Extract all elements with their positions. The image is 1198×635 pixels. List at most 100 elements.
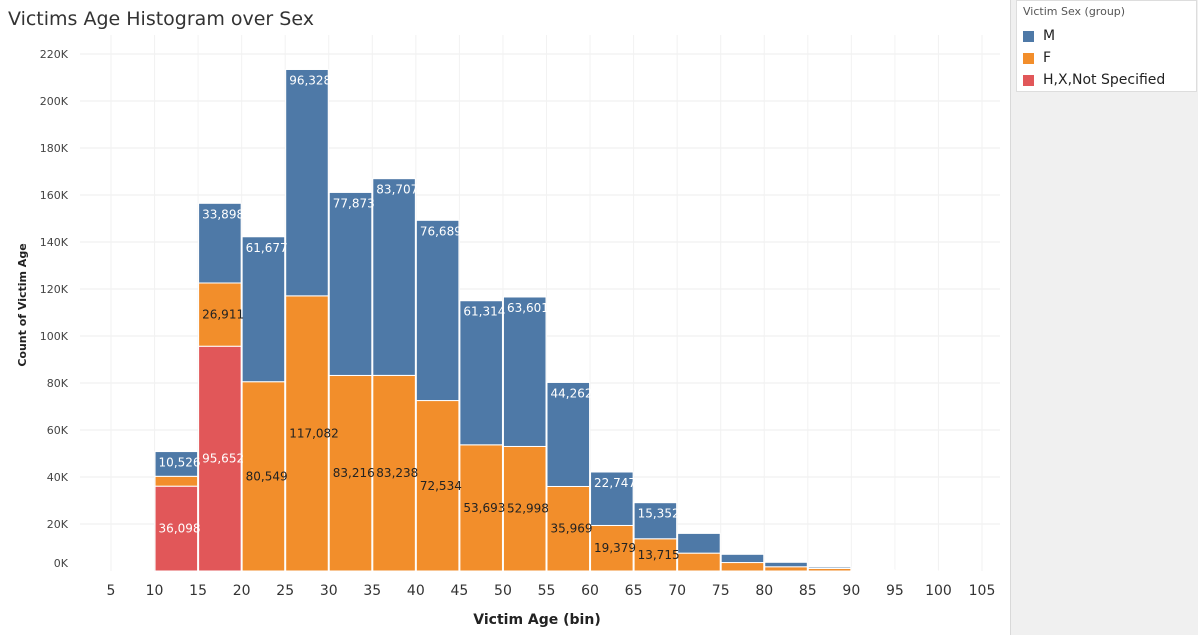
y-tick-label: 80K [47,377,69,390]
bar-segment [764,561,808,568]
x-tick-label: 65 [625,583,643,599]
data-label: 10,526 [159,456,201,470]
bar-segment [502,445,547,572]
data-label: 117,082 [289,426,339,440]
bar-segment [677,532,721,554]
legend-item-not-specified[interactable]: H,X,Not Specified [1023,71,1165,89]
bar-segment [198,202,242,284]
legend-label-f: F [1043,50,1052,66]
data-label: 61,677 [246,241,288,255]
bar-segment [459,444,503,572]
legend-swatch-not-specified [1023,74,1034,86]
y-tick-label: 180K [40,142,69,155]
bar-segment [459,300,503,446]
data-label: 13,715 [638,548,680,562]
bar-segment [241,236,286,383]
data-label: 80,549 [246,469,288,483]
data-label: 96,328 [289,73,331,87]
x-tick-label: 80 [755,583,773,599]
data-label: 76,689 [420,224,462,238]
bar-segment [633,502,678,540]
bar-segment [328,374,373,572]
bar-segment [720,562,765,572]
data-label: 22,747 [594,476,636,490]
bar-segment [415,400,460,572]
x-tick-label: 90 [842,583,860,599]
x-tick-label: 100 [925,583,952,599]
data-label: 63,601 [507,301,549,315]
y-tick-label: 160K [40,189,69,202]
data-label: 19,379 [594,541,636,555]
data-label: 33,898 [202,207,244,221]
legend-swatch-m [1023,30,1034,42]
legend[interactable]: Victim Sex (group) M F H,X,Not Specified [1016,0,1197,92]
x-tick-label: 35 [363,583,381,599]
legend-item-f[interactable]: F [1023,49,1051,67]
x-tick-label: 15 [189,583,207,599]
bar-segment [590,471,634,526]
chart-title: Victims Age Histogram over Sex [8,8,314,30]
x-tick-label: 25 [276,583,294,599]
x-tick-label: 30 [320,583,338,599]
bar-segment [285,68,329,297]
y-tick-label: 140K [40,236,69,249]
data-label: 95,652 [202,452,244,466]
data-label: 26,911 [202,308,244,322]
bar-segment [764,566,808,572]
data-label: 72,534 [420,479,462,493]
bar-segment [807,566,852,569]
y-tick-label: 200K [40,95,69,108]
bar-segment [241,381,286,572]
legend-item-m[interactable]: M [1023,27,1055,45]
x-tick-label: 55 [538,583,556,599]
x-tick-label: 40 [407,583,425,599]
legend-title: Victim Sex (group) [1023,5,1126,18]
data-label: 53,693 [463,501,505,515]
bar-segment [502,296,547,447]
data-label: 52,998 [507,502,549,516]
bar-segment [546,485,591,572]
x-tick-label: 45 [450,583,468,599]
x-tick-label: 95 [886,583,904,599]
data-label: 83,707 [376,183,418,197]
bar-segment [285,295,329,572]
x-tick-label: 50 [494,583,512,599]
data-label: 77,873 [333,196,375,210]
data-label: 83,238 [376,466,418,480]
x-tick-label: 60 [581,583,599,599]
histogram-chart: 0K 20K 40K 60K 80K 100K 120K 140K 160K 180K 200K 22… [16,35,1000,628]
x-tick-label: 20 [233,583,251,599]
data-label: 83,216 [333,466,375,480]
data-label: 36,098 [159,522,201,536]
y-tick-label: 120K [40,283,69,296]
y-tick-label: 220K [40,48,69,61]
bar-segment [198,345,242,572]
x-tick-label: 5 [107,583,116,599]
data-label: 15,352 [638,507,680,521]
data-label: 35,969 [551,522,593,536]
x-tick-label: 85 [799,583,817,599]
y-tick-label: 100K [40,330,69,343]
y-tick-label: 60K [47,424,69,437]
legend-swatch-f [1023,52,1034,64]
bar-segment [546,381,591,487]
x-tick-label: 10 [146,583,164,599]
bar-segment [154,451,199,477]
bar-segment [372,178,416,376]
legend-label-not-specified: H,X,Not Specified [1043,72,1166,88]
data-label: 44,262 [551,386,593,400]
bar-segment [372,374,416,572]
x-tick-label: 105 [969,583,996,599]
y-tick-label: 20K [47,518,69,531]
bar-segment [154,485,199,572]
data-label: 61,314 [463,305,505,319]
bar-segment [328,191,373,376]
x-tick-label: 70 [668,583,686,599]
y-tick-label: 0K [54,557,69,570]
legend-panel [1010,0,1198,635]
x-tick-label: 75 [712,583,730,599]
y-tick-label: 40K [47,471,69,484]
legend-label-m: M [1043,28,1056,44]
y-axis-title: Count of Victim Age [16,243,29,366]
bar-segment [677,552,721,572]
